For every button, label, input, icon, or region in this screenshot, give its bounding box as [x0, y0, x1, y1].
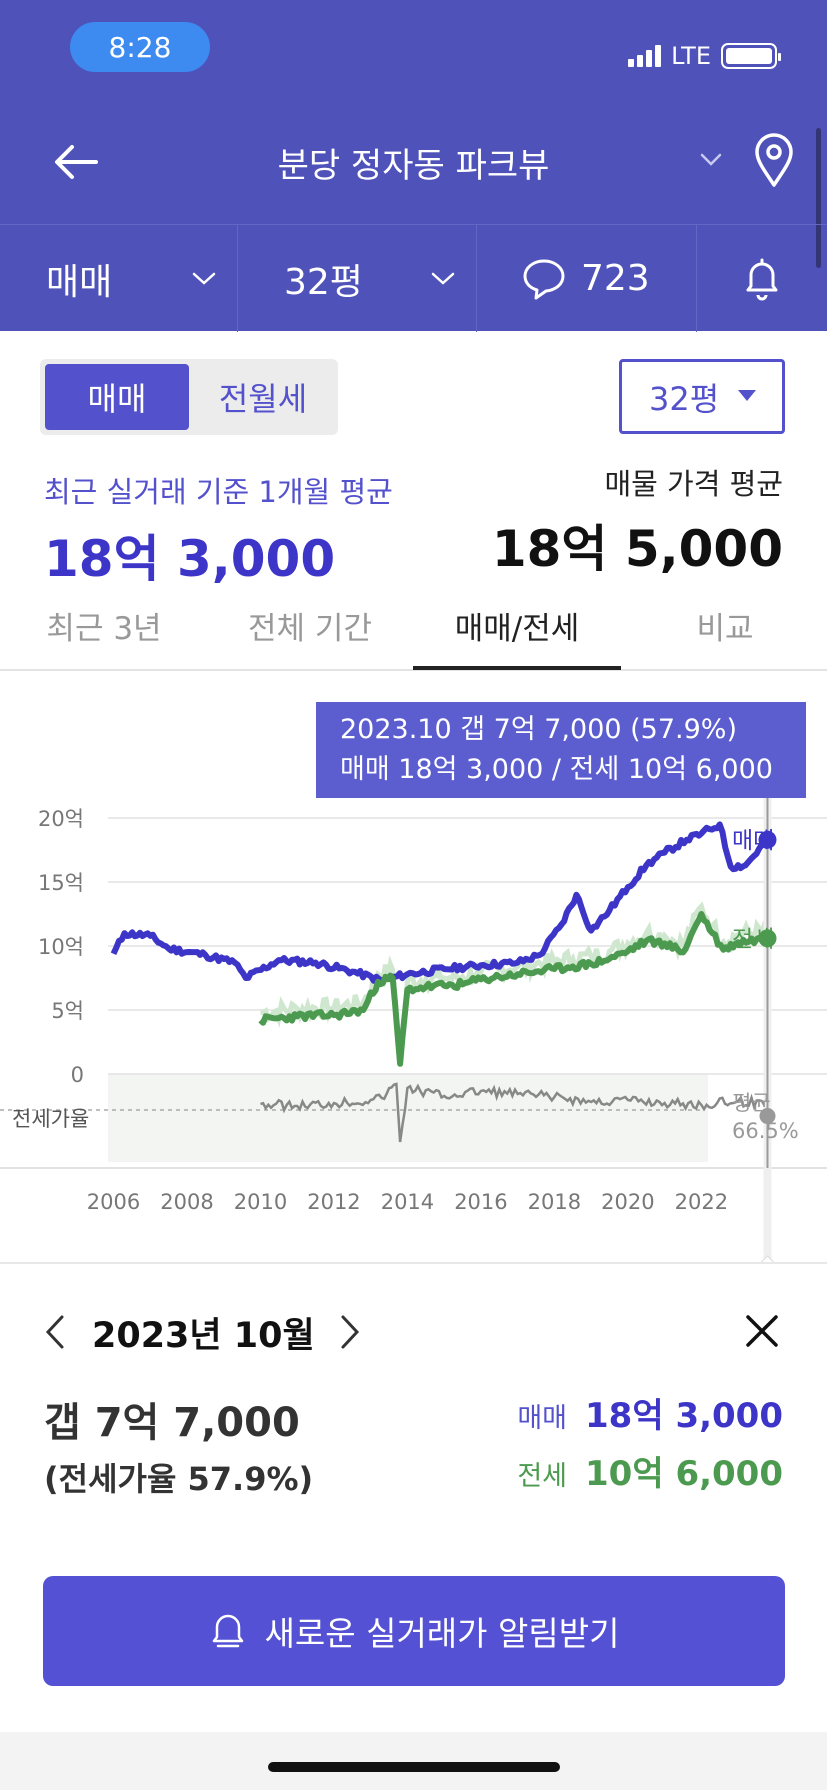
status-time: 8:28	[70, 22, 210, 72]
tooltip-line-1: 2023.10 갭 7억 7,000 (57.9%)	[340, 714, 737, 745]
y-tick-label: 20억	[38, 807, 84, 831]
x-tick-label: 2008	[160, 1190, 213, 1214]
home-indicator[interactable]	[268, 1762, 560, 1772]
y-tick-label: 10억	[38, 935, 84, 959]
map-pin-icon[interactable]	[752, 132, 796, 188]
lease-end-point	[758, 929, 777, 948]
toggle-sale[interactable]: 매매	[45, 364, 189, 430]
sale-label: 매매	[517, 1403, 568, 1434]
listing-price-value: 18억 5,000	[491, 520, 783, 578]
x-tick-label: 2020	[601, 1190, 654, 1214]
size-select-value: 32평	[649, 379, 720, 418]
ratio-axis-label: 전세가율	[12, 1107, 89, 1131]
month-navigator: 2023년 10월	[44, 1304, 361, 1360]
chevron-right-icon[interactable]	[339, 1314, 361, 1350]
close-icon[interactable]	[745, 1314, 779, 1348]
selected-month: 2023년 10월	[92, 1315, 315, 1356]
status-indicators: LTE	[628, 38, 781, 74]
bell-icon	[212, 1614, 243, 1648]
bell-icon	[746, 258, 778, 300]
x-tick-label: 2006	[87, 1190, 140, 1214]
toggle-rent[interactable]: 전월세	[218, 380, 308, 418]
notification-button[interactable]	[697, 225, 827, 332]
bottom-strip	[0, 1732, 827, 1790]
tooltip-line-2: 매매 18억 3,000 / 전세 10억 6,000	[340, 754, 773, 785]
sale-series-label: 매매	[732, 828, 774, 854]
comments-button[interactable]: 723	[477, 225, 697, 332]
x-tick-label: 2010	[234, 1190, 287, 1214]
sale-value: 18억 3,000	[585, 1396, 783, 1436]
deal-toggle: 매매 전월세	[40, 359, 338, 435]
lease-value: 10억 6,000	[585, 1454, 783, 1494]
y-tick-label: 15억	[38, 871, 84, 895]
lease-price-row: 전세 10억 6,000	[517, 1446, 783, 1495]
price-alert-button[interactable]: 새로운 실거래가 알림받기	[43, 1576, 785, 1686]
chevron-down-icon	[192, 272, 216, 285]
tooltip-caret	[760, 1255, 775, 1262]
chevron-down-icon	[431, 272, 455, 285]
x-tick-label: 2022	[675, 1190, 728, 1214]
y-tick-label: 0	[71, 1063, 84, 1087]
average-label: 평균	[732, 1091, 771, 1115]
network-label: LTE	[671, 42, 711, 70]
app-header: 8:28 LTE 분당 정자동 파크뷰 매매 32평	[0, 0, 827, 332]
active-tab-indicator	[413, 666, 621, 670]
tab-sale-lease[interactable]: 매매/전세	[454, 611, 580, 647]
sale-price-row: 매매 18억 3,000	[517, 1388, 783, 1437]
price-alert-label: 새로운 실거래가 알림받기	[264, 1614, 620, 1653]
avg-price-value: 18억 3,000	[44, 530, 336, 588]
chevron-down-icon[interactable]	[698, 146, 724, 172]
listing-price-label: 매물 가격 평균	[604, 467, 783, 501]
lease-series-line	[258, 911, 769, 1067]
size-dropdown[interactable]: 32평	[238, 225, 477, 332]
chart-tooltip: 2023.10 갭 7억 7,000 (57.9%) 매매 18억 3,000 …	[316, 702, 806, 798]
caret-down-icon	[738, 390, 756, 401]
tab-recent-3y[interactable]: 최근 3년	[46, 611, 162, 647]
deal-type-dropdown[interactable]: 매매	[0, 225, 238, 332]
complex-title[interactable]: 분당 정자동 파크뷰	[277, 146, 550, 186]
filter-bar: 매매 32평 723	[0, 224, 827, 332]
gap-value: 갭 7억 7,000	[44, 1400, 300, 1446]
avg-price-label: 최근 실거래 기준 1개월 평균	[44, 475, 393, 509]
average-value: 66.5%	[732, 1119, 799, 1143]
size-label: 32평	[284, 261, 363, 303]
ratio-end-point	[759, 1108, 776, 1124]
x-tick-label: 2016	[454, 1190, 507, 1214]
sale-series-line	[110, 821, 770, 984]
battery-icon	[721, 43, 781, 69]
ratio-series-line	[260, 1082, 766, 1143]
comment-count: 723	[581, 258, 650, 299]
y-tick-label: 5억	[51, 999, 84, 1023]
detail-panel: 2023년 10월 갭 7억 7,000 (전세가율 57.9%) 매매 18억…	[0, 1262, 827, 1742]
x-tick-label: 2018	[528, 1190, 581, 1214]
x-tick-label: 2012	[307, 1190, 360, 1214]
sale-end-point	[758, 830, 777, 849]
deal-type-label: 매매	[46, 261, 113, 303]
x-tick-label: 2014	[381, 1190, 434, 1214]
scrollbar[interactable]	[816, 128, 821, 268]
lease-ratio-value: (전세가율 57.9%)	[44, 1460, 314, 1498]
lease-series-label: 전세	[732, 926, 774, 952]
chat-bubble-icon	[523, 259, 565, 299]
tab-compare[interactable]: 비교	[696, 611, 754, 647]
chevron-left-icon[interactable]	[44, 1314, 66, 1350]
tab-all-period[interactable]: 전체 기간	[248, 611, 372, 647]
signal-icon	[628, 45, 662, 67]
price-chart[interactable]: 20억 15억 10억 5억 0 전세가율 2006 2008 2010 2012 2014 2016…	[0, 672, 827, 1262]
size-select[interactable]: 32평	[619, 359, 785, 434]
lease-label: 전세	[517, 1461, 568, 1492]
chart-canvas[interactable]: 20억 15억 10억 5억 0 전세가율 2006 2008 2010 2012 2014 2016…	[0, 672, 827, 1262]
period-tabs: 최근 3년 전체 기간 매매/전세 비교	[0, 591, 827, 671]
title-row: 분당 정자동 파크뷰	[0, 112, 827, 210]
back-arrow-icon[interactable]	[52, 138, 100, 186]
